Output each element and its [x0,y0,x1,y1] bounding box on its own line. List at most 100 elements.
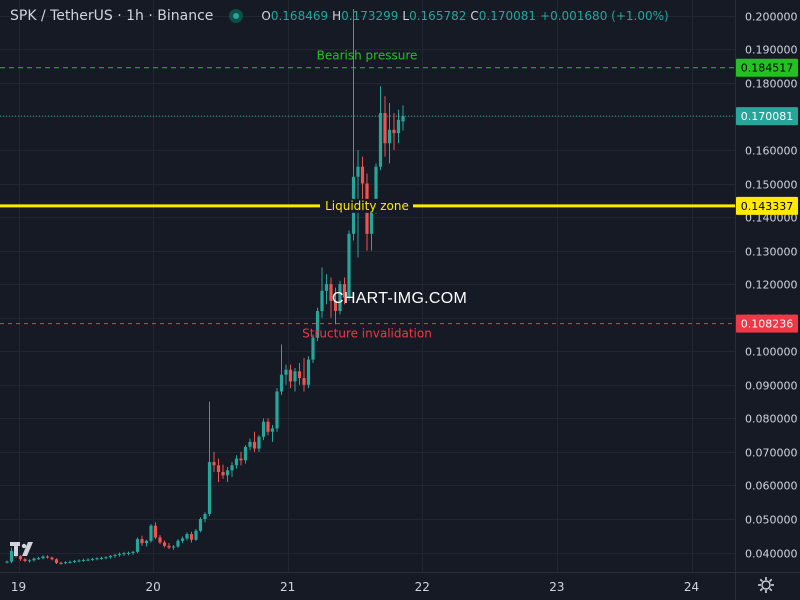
candle-body [383,113,387,144]
candle-body [198,518,203,531]
price-tick-label: 0.150000 [745,179,798,192]
candle-body [401,116,405,122]
candles [5,9,405,565]
candle-body [378,113,383,167]
candle-body [225,470,230,476]
open-value: 0.168469 [270,9,329,23]
candle-body [207,461,212,514]
candle-body [306,359,311,385]
candle-body [63,562,68,564]
candle-body [59,562,63,564]
candle-body [153,525,158,538]
price-tick-label: 0.200000 [745,11,798,24]
price-tick-label: 0.040000 [745,548,798,561]
candle-body [212,461,216,466]
candle-body [270,428,275,432]
candle-body [5,561,9,563]
price-tick-label: 0.100000 [745,346,798,359]
candle-body [81,559,86,561]
candle-body [95,558,99,560]
time-axis[interactable]: 19 20 21 22 23 24 [0,572,800,595]
close-value: 0.170081 [478,9,537,23]
last-price-label: 0.170081 [741,110,794,123]
level-price-label: 0.108236 [741,318,794,331]
candle-body [333,300,338,311]
candle-body [27,560,32,562]
candle-body [320,290,324,311]
level-price-badge [736,58,798,77]
candle-body [284,369,288,375]
time-tick-label: 20 [145,580,160,594]
tradingview-logo-icon[interactable] [10,540,38,560]
candle-body [117,553,122,555]
level-price-label: 0.143337 [741,200,794,213]
candle-body [315,310,320,338]
low-value: 0.165782 [409,9,467,23]
level-label: Liquidity zone [325,199,409,213]
low-label: L [402,9,410,23]
candle-body [221,472,225,476]
candle-body [149,525,153,541]
candle-body [176,540,180,547]
candle-body [72,560,77,562]
candle-body [185,534,189,539]
candle-body [374,166,378,211]
candle-body [239,458,243,461]
price-tick-label: 0.130000 [745,246,798,259]
candle-body [261,421,266,437]
candle-body [297,371,302,379]
watermark: CHART-IMG.COM [332,290,468,307]
candle-body [108,555,113,558]
candle-body [230,465,234,471]
candle-body [23,559,27,561]
candle-body [32,558,36,561]
candle-body [194,530,198,540]
candle-body [158,537,162,543]
candle-body [86,559,90,561]
candle-body [131,551,135,553]
candle-body [45,556,50,558]
symbol-title[interactable]: SPK / TetherUS · 1h · Binance [10,8,214,24]
candle-body [216,465,221,473]
price-axis[interactable]: 0.2000000.1900000.1800000.1700000.160000… [735,0,799,600]
candle-body [293,371,297,382]
time-tick-label: 22 [415,580,430,594]
candle-body [41,556,45,559]
time-tick-label: 21 [280,580,295,594]
grid [0,0,735,572]
candle-body [369,210,374,234]
level-label: Bearish pressure [317,49,418,63]
candle-body [392,129,396,134]
candle-body [302,378,306,385]
settings-gear-icon[interactable] [757,576,775,594]
candle-body [122,553,126,555]
candle-body [113,554,117,556]
candle-body [342,284,347,298]
candle-body [167,545,171,548]
price-tick-label: 0.160000 [745,145,798,158]
level-price-badge [736,196,798,215]
high-value: 0.173299 [341,9,399,23]
price-tick-label: 0.090000 [745,380,798,393]
candle-body [234,458,239,466]
candle-body [189,534,194,540]
level-price-label: 0.184517 [741,62,794,75]
candle-body [50,557,54,560]
candle-body [266,421,270,432]
candle-body [248,441,252,447]
market-status-icon [229,9,244,23]
candle-body [162,542,167,546]
candle-body [360,166,365,184]
candle-body [135,539,140,552]
candle-body [144,540,149,544]
last-price-badge [736,107,798,126]
price-tick-label: 0.070000 [745,447,798,460]
candle-body [203,513,207,519]
levels: Bearish pressure Liquidity zone Structure … [0,49,735,341]
time-tick-label: 24 [684,580,699,594]
candle-body [279,374,284,392]
price-tick-label: 0.060000 [745,480,798,493]
level-label-background [320,198,413,213]
price-tick-label: 0.080000 [745,413,798,426]
